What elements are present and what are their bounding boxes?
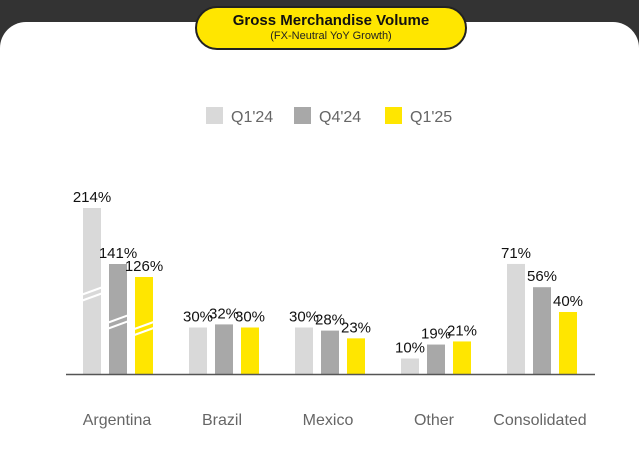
break-mark xyxy=(106,314,130,324)
break-mark xyxy=(132,320,156,331)
value-label: 23% xyxy=(341,319,371,336)
break-mark xyxy=(132,326,156,337)
value-label: 126% xyxy=(125,258,163,275)
value-label: 32% xyxy=(209,305,239,322)
value-label: 21% xyxy=(447,322,477,339)
bar-brazil-2 xyxy=(241,327,259,374)
bar-other-0 xyxy=(401,358,419,374)
title-pill: Gross Merchandise Volume (FX-Neutral YoY… xyxy=(195,6,467,50)
legend-label-0: Q1'24 xyxy=(231,109,273,126)
bar-mexico-2 xyxy=(347,338,365,374)
legend-label-1: Q4'24 xyxy=(319,109,361,126)
value-label: 40% xyxy=(553,293,583,310)
bar-other-2 xyxy=(453,341,471,374)
value-label: 214% xyxy=(73,189,111,206)
chart-title: Gross Merchandise Volume xyxy=(232,12,430,29)
legend-swatch-1 xyxy=(294,107,311,124)
value-label: 56% xyxy=(527,268,557,285)
value-label: 30% xyxy=(235,309,265,326)
value-label: 28% xyxy=(315,312,345,329)
break-mark xyxy=(80,286,104,296)
bar-consolidated-2 xyxy=(559,312,577,374)
bar-consolidated-1 xyxy=(533,287,551,374)
value-label: 30% xyxy=(183,309,213,326)
value-label: 71% xyxy=(501,245,531,262)
value-label: 10% xyxy=(395,340,425,357)
legend-swatch-0 xyxy=(206,107,223,124)
bar-consolidated-0 xyxy=(507,263,525,374)
category-label: Argentina xyxy=(83,412,152,429)
category-label: Consolidated xyxy=(493,412,586,429)
value-label: 141% xyxy=(99,245,137,262)
break-mark xyxy=(106,320,130,330)
value-label: 30% xyxy=(289,309,319,326)
chart-subtitle: (FX-Neutral YoY Growth) xyxy=(270,30,392,42)
bar-other-1 xyxy=(427,344,445,374)
bar-brazil-1 xyxy=(215,324,233,374)
bar-brazil-0 xyxy=(189,327,207,374)
bar-mexico-0 xyxy=(295,327,313,374)
category-label: Brazil xyxy=(202,412,242,429)
break-mark xyxy=(80,292,104,302)
category-label: Mexico xyxy=(303,412,354,429)
chart-card xyxy=(0,22,639,454)
value-label: 19% xyxy=(421,326,451,343)
bar-mexico-1 xyxy=(321,330,339,374)
legend-swatch-2 xyxy=(385,107,402,124)
legend-label-2: Q1'25 xyxy=(410,109,452,126)
category-label: Other xyxy=(414,412,455,429)
